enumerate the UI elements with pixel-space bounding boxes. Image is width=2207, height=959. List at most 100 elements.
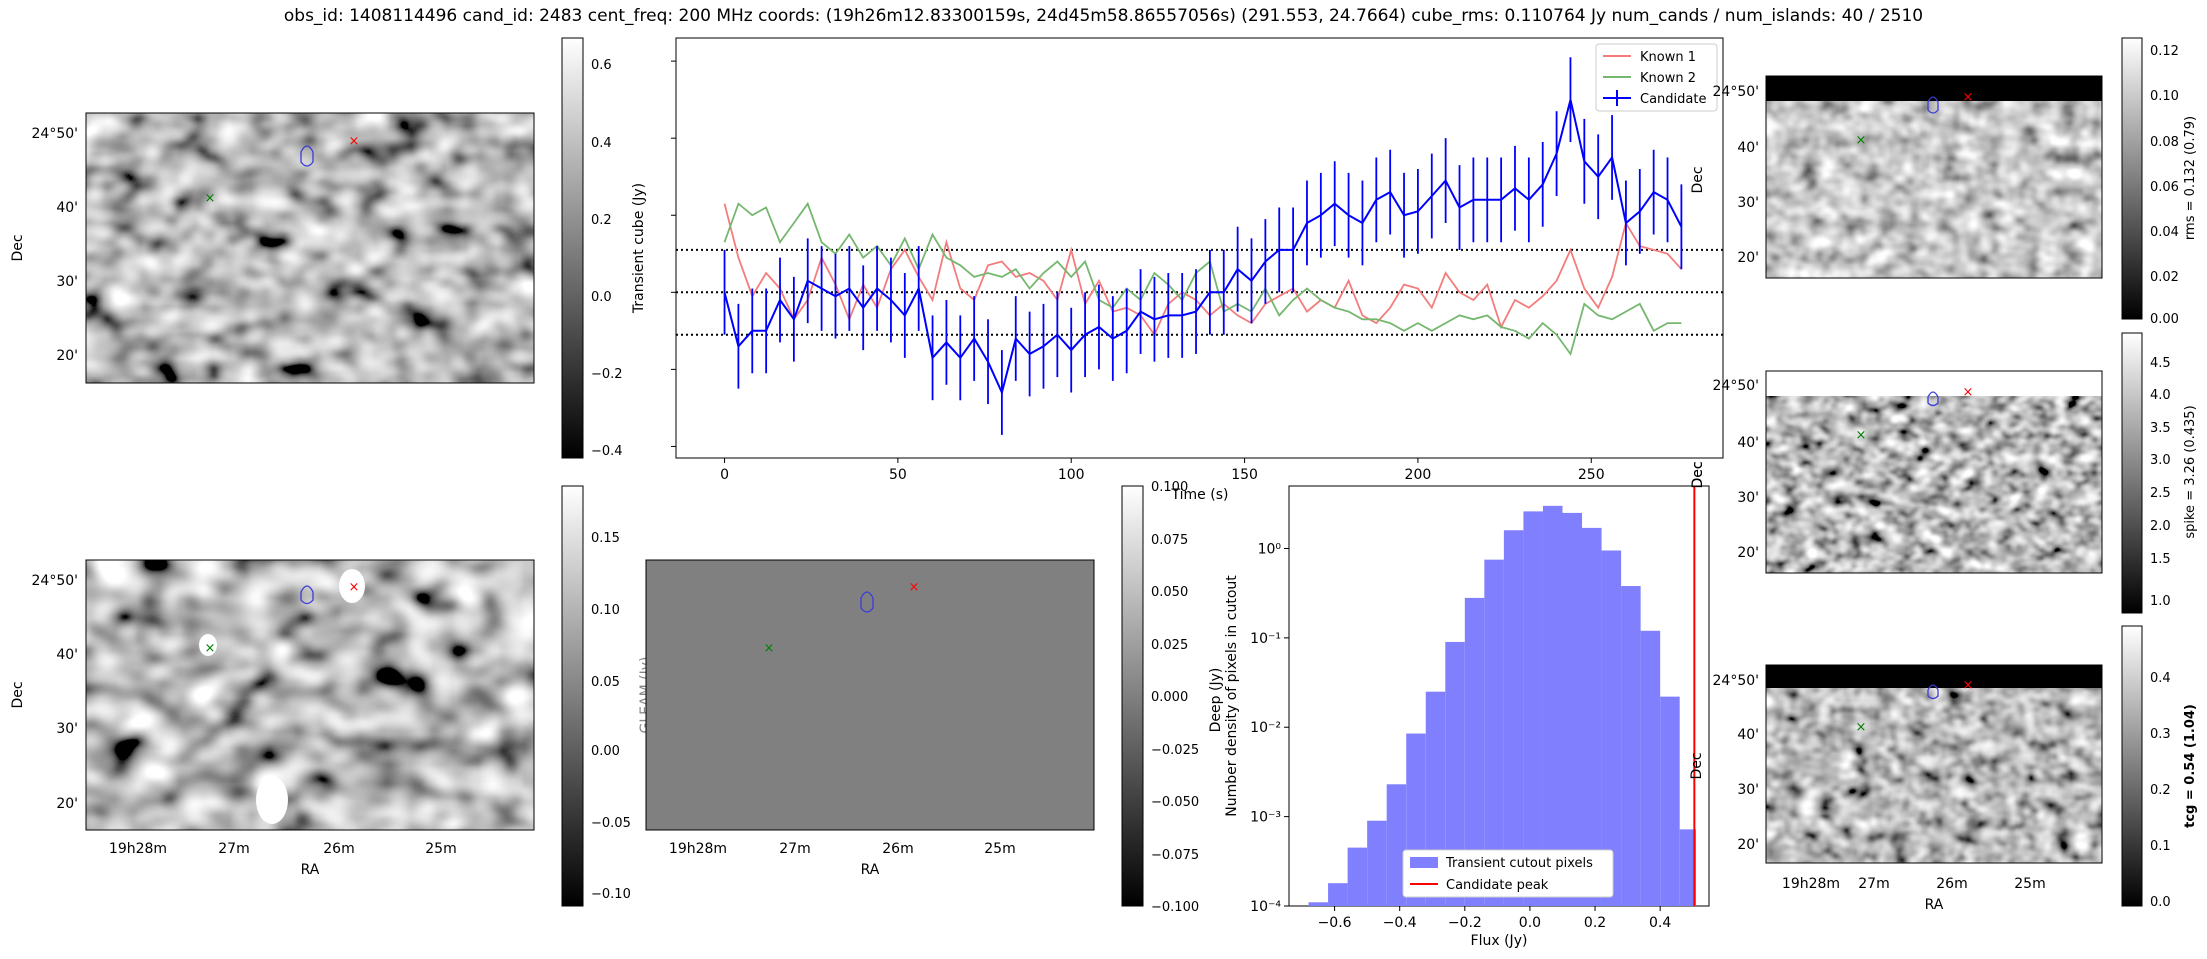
known1-marker: × bbox=[1963, 385, 1974, 400]
known2-marker: × bbox=[205, 641, 216, 656]
dec-tick-label: 40' bbox=[1737, 435, 1759, 451]
colorbar-tick: −0.2 bbox=[591, 367, 623, 382]
legend-box bbox=[1402, 849, 1614, 898]
histogram-bar bbox=[1367, 820, 1387, 906]
histogram-bar bbox=[1640, 630, 1661, 906]
ra-tick-label: 26m bbox=[1936, 876, 1967, 892]
colorbar-tick: 0.075 bbox=[1151, 533, 1188, 548]
colorbar-tick: 0.08 bbox=[2150, 135, 2179, 150]
y-tick-label: 10⁻¹ bbox=[1250, 631, 1281, 647]
colorbar-tick: 4.0 bbox=[2150, 388, 2171, 403]
colorbar-label: Deep (Jy) bbox=[1208, 668, 1224, 733]
spike-image-panel: × × 24°50' 40' 30' 20' Dec bbox=[1690, 370, 2103, 574]
dec-tick-label: 24°50' bbox=[1713, 673, 1759, 689]
contour-marker bbox=[1927, 684, 1939, 700]
dec-tick-label: 30' bbox=[1737, 782, 1759, 798]
x-tick-label: 100 bbox=[1058, 467, 1085, 483]
colorbar-tick: 0.04 bbox=[2150, 225, 2179, 240]
dec-tick-label: 20' bbox=[56, 796, 78, 812]
colorbar-tick: 0.100 bbox=[1151, 480, 1188, 495]
colorbar-tick: 0.4 bbox=[591, 136, 612, 151]
dec-axis-label: Dec bbox=[1690, 166, 1706, 193]
colorbar-gradient bbox=[1121, 485, 1144, 907]
ra-axis-label: RA bbox=[861, 862, 880, 878]
x-tick-label: 0.4 bbox=[1649, 915, 1671, 931]
histogram-bar bbox=[1328, 883, 1348, 906]
legend-hist-label: Transient cutout pixels bbox=[1445, 856, 1593, 871]
colorbar-tick: 1.5 bbox=[2150, 552, 2171, 567]
bright-source bbox=[199, 634, 217, 656]
ra-tick-label: 19h28m bbox=[669, 841, 727, 857]
ra-tick-label: 25m bbox=[984, 841, 1015, 857]
histogram-bar bbox=[1562, 512, 1583, 906]
spike-image-frame bbox=[1765, 370, 2103, 574]
dec-tick-label: 30' bbox=[56, 274, 78, 290]
colorbar-tick: 4.5 bbox=[2150, 356, 2171, 371]
x-tick-label: 200 bbox=[1405, 467, 1432, 483]
colorbar-tick: −0.4 bbox=[591, 444, 623, 459]
dec-axis-label: Dec bbox=[1690, 461, 1706, 488]
histogram-bar bbox=[1679, 829, 1696, 906]
histogram-bar bbox=[1484, 559, 1504, 906]
contour-marker bbox=[1927, 391, 1939, 407]
colorbar-tick: 0.1 bbox=[2150, 839, 2171, 854]
histogram-bar bbox=[1542, 505, 1563, 906]
colorbar-tick: 0.12 bbox=[2150, 44, 2179, 59]
ra-axis-label: RA bbox=[301, 862, 320, 878]
histogram-bar bbox=[1386, 784, 1407, 906]
series-line-candidate bbox=[723, 99, 1683, 396]
dec-tick-label: 40' bbox=[56, 647, 78, 663]
ra-tick-label: 19h28m bbox=[1782, 876, 1840, 892]
histogram-bar bbox=[1503, 530, 1524, 906]
rms-image bbox=[1766, 101, 2102, 278]
legend-box bbox=[1595, 43, 1718, 112]
colorbar-tick: −0.10 bbox=[591, 887, 631, 902]
y-tick-label: 10⁻² bbox=[1250, 720, 1281, 736]
colorbar-gradient bbox=[2121, 37, 2143, 320]
known1-marker: × bbox=[1963, 90, 1974, 105]
known2-marker: × bbox=[205, 191, 216, 206]
histogram-bar bbox=[1582, 527, 1602, 906]
colorbar-gradient bbox=[2121, 332, 2143, 614]
lightcurve-panel: 0 50 100 150 200 250 Time (s) Known 1 Known 2… bbox=[671, 37, 1724, 503]
histogram-bar bbox=[1601, 550, 1622, 906]
contour-marker bbox=[860, 591, 874, 613]
dec-tick-label: 24°50' bbox=[1713, 378, 1759, 394]
colorbar-tick: 0.050 bbox=[1151, 585, 1188, 600]
bright-source bbox=[339, 569, 365, 603]
gleam-colorbar: 0.100 0.075 0.050 0.025 0.000 −0.025 −0.… bbox=[1121, 480, 1199, 915]
colorbar-tick: 3.0 bbox=[2150, 453, 2171, 468]
dec-tick-label: 40' bbox=[56, 200, 78, 216]
histogram-x-label: Flux (Jy) bbox=[1471, 933, 1528, 949]
transient-image bbox=[86, 113, 534, 383]
y-tick-label: 10⁻⁴ bbox=[1250, 899, 1281, 915]
colorbar-label: Transient cube (Jy) bbox=[631, 183, 647, 314]
dec-axis-label: Dec bbox=[1689, 752, 1705, 779]
rms-colorbar: 0.12 0.10 0.08 0.06 0.04 0.02 0.00 rms =… bbox=[2121, 37, 2198, 327]
rms-image-frame bbox=[1765, 75, 2103, 279]
colorbar-tick: −0.075 bbox=[1151, 848, 1199, 863]
dec-tick-label: 40' bbox=[1737, 727, 1759, 743]
known2-marker: × bbox=[1856, 133, 1867, 148]
colorbar-tick: 0.0 bbox=[2150, 895, 2171, 910]
dec-axis-label: Dec bbox=[10, 234, 26, 261]
dec-tick-label: 24°50' bbox=[32, 126, 78, 142]
colorbar-tick: 0.000 bbox=[1151, 690, 1188, 705]
tcg-image-frame bbox=[1765, 664, 2103, 864]
colorbar-tick: 0.06 bbox=[2150, 180, 2179, 195]
ra-tick-label: 26m bbox=[323, 841, 354, 857]
contour-marker bbox=[300, 145, 314, 167]
colorbar-tick: 0.15 bbox=[591, 531, 620, 546]
deep-image bbox=[86, 560, 534, 830]
dec-tick-label: 20' bbox=[56, 348, 78, 364]
deep-colorbar: 0.15 0.10 0.05 0.00 −0.05 −0.10 Deep (Jy… bbox=[561, 485, 1224, 907]
dec-tick-label: 20' bbox=[1737, 250, 1759, 266]
colorbar-tick: −0.05 bbox=[591, 816, 631, 831]
colorbar-label: tcg = 0.54 (1.04) bbox=[2183, 704, 2198, 828]
bright-source bbox=[256, 776, 288, 824]
known1-marker: × bbox=[909, 580, 920, 595]
colorbar-tick: 0.02 bbox=[2150, 270, 2179, 285]
x-tick-label: 0 bbox=[720, 467, 729, 483]
y-tick-label: 10⁰ bbox=[1258, 541, 1282, 557]
